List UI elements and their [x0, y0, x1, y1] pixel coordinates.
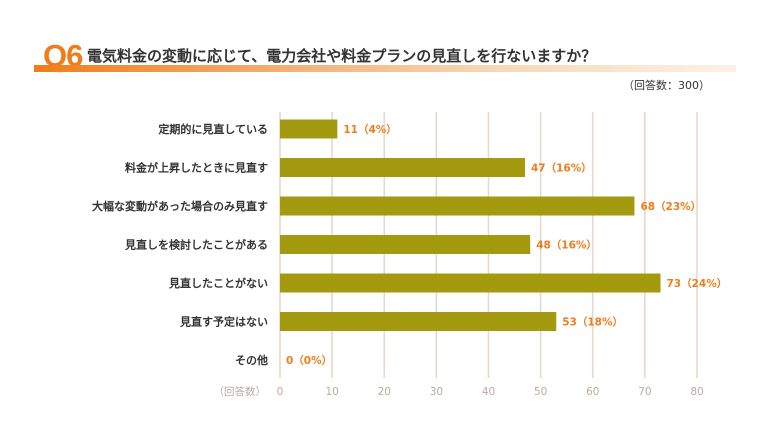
category-label: 見直す予定はない: [179, 315, 268, 329]
x-tick-label: 50: [534, 386, 547, 398]
bar: [280, 273, 661, 293]
data-label: 11（4%）: [343, 123, 396, 136]
bar: [280, 196, 635, 216]
bar: [280, 235, 531, 254]
x-axis-label: （回答数）: [214, 385, 267, 398]
data-label: 0（0%）: [286, 354, 332, 367]
category-label: 料金が上昇したときに見直す: [125, 161, 268, 175]
chart-title: 電気料金の変動に応じて、電力会社や料金プランの見直しを行ないますか？: [87, 47, 597, 65]
x-tick-label: 0: [277, 386, 284, 398]
x-tick-label: 40: [482, 386, 495, 398]
title-underline-bar: [34, 65, 736, 72]
x-tick-label: 10: [325, 386, 338, 398]
category-label: 見直したことがない: [168, 276, 268, 290]
category-label: その他: [235, 353, 268, 367]
bar: [280, 119, 338, 139]
category-label: 見直しを検討したことがある: [124, 238, 268, 252]
data-label: 48（16%）: [536, 239, 597, 252]
category-label: 大幅な変動があった場合のみ見直す: [92, 199, 268, 213]
chart-header: Q6 電気料金の変動に応じて、電力会社や料金プランの見直しを行ないますか？: [0, 0, 768, 75]
x-tick-label: 70: [638, 386, 651, 398]
bar: [280, 312, 557, 331]
x-tick-label: 20: [378, 386, 391, 398]
data-label: 68（23%）: [640, 200, 701, 213]
data-label: 47（16%）: [531, 162, 592, 175]
x-tick-label: 30: [430, 386, 443, 398]
x-tick-label: 60: [586, 386, 599, 398]
data-label: 73（24%）: [667, 277, 728, 290]
bar: [280, 158, 525, 177]
respondents-note: （回答数：300）: [623, 79, 710, 92]
category-label: 定期的に見直している: [158, 122, 268, 136]
x-tick-label: 80: [690, 386, 703, 398]
data-label: 53（18%）: [562, 316, 623, 329]
